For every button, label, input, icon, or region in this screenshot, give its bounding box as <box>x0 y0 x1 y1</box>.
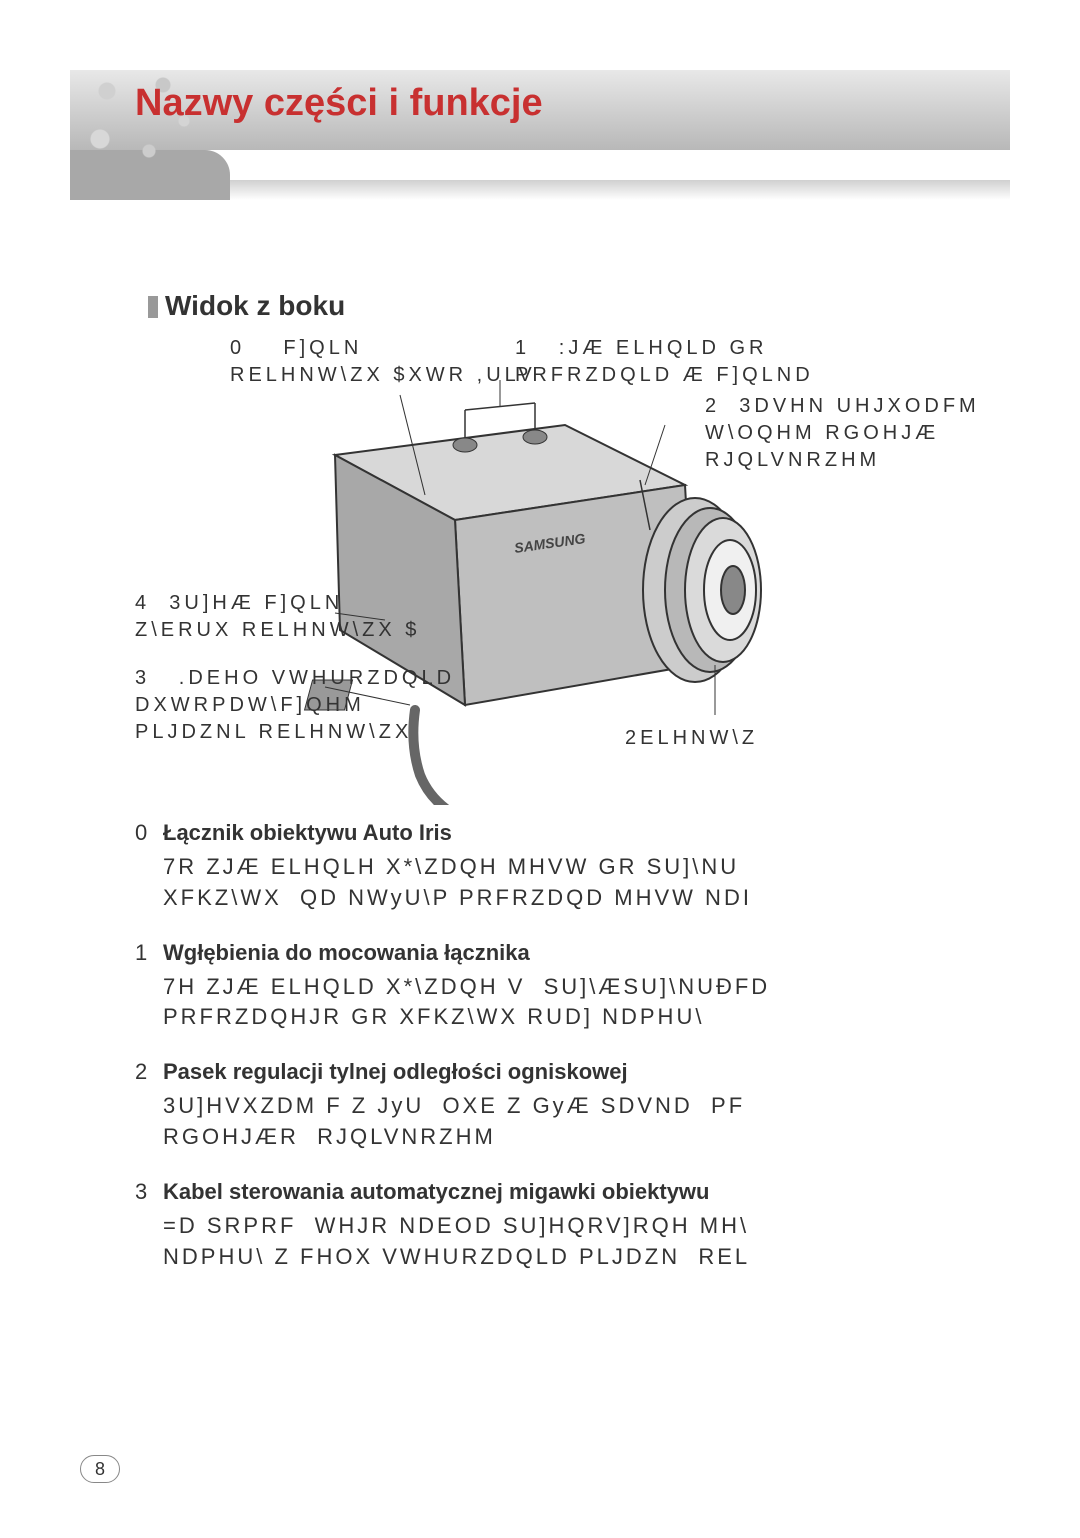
callout-5: 2ELHNW\Z <box>625 725 758 752</box>
section-title: Widok z boku <box>165 290 345 322</box>
item-desc: =D SRPRF WHJR NDEOD SU]HQRV]RQH MH\ NDPH… <box>163 1211 963 1273</box>
callout-text-5: 2ELHNW\Z <box>625 727 758 749</box>
callout-text-1b: PRFRZDQLD Æ F]QLND <box>515 364 814 386</box>
callout-3: 3 .DEHO VWHURZDQLD DXWRPDW\F]QHM PLJDZNL… <box>135 665 455 746</box>
item-desc: 3U]HVXZDM F Z JyU OXE Z GyÆ SDVND PF RGO… <box>163 1091 963 1153</box>
item-title: Łącznik obiektywu Auto Iris <box>163 820 963 846</box>
callout-text-2b: W\OQHM RGOHJÆ <box>705 422 939 444</box>
callout-4: 4 3U]HÆ F]QLN Z\ERUX RELHNW\ZX $ <box>135 590 420 644</box>
callout-2: 2 3DVHN UHJXODFM W\OQHM RGOHJÆ RJQLVNRZH… <box>705 393 980 474</box>
callout-text-4b: Z\ERUX RELHNW\ZX $ <box>135 619 420 641</box>
item-desc: 7R ZJÆ ELHQLH X*\ZDQH MHVW GR SU]\NU XFK… <box>163 852 963 914</box>
tab-rest <box>230 180 1010 200</box>
page-number: 8 <box>80 1455 120 1483</box>
item-number: 0 <box>135 820 163 846</box>
callout-text-4a: 3U]HÆ F]QLN <box>169 592 343 614</box>
list-item: 2 Pasek regulacji tylnej odległości ogni… <box>135 1059 975 1153</box>
callout-num-0: 0 <box>230 337 245 359</box>
callout-text-2c: RJQLVNRZHM <box>705 449 880 471</box>
item-title: Wgłębienia do mocowania łącznika <box>163 940 963 966</box>
list-item: 3 Kabel sterowania automatycznej migawki… <box>135 1179 975 1273</box>
callout-num-2: 2 <box>705 395 720 417</box>
callout-num-4: 4 <box>135 592 150 614</box>
item-number: 3 <box>135 1179 163 1205</box>
item-number: 1 <box>135 940 163 966</box>
item-desc: 7H ZJÆ ELHQLD X*\ZDQH V SU]\ÆSU]\NUÐFD P… <box>163 972 963 1034</box>
callout-0: 0 F]QLN RELHNW\ZX $XWR ,ULV <box>230 335 536 389</box>
callout-text-3c: PLJDZNL RELHNW\ZX <box>135 721 412 743</box>
callout-text-0b: RELHNW\ZX $XWR ,ULV <box>230 364 536 386</box>
callout-text-1a: :JÆ ELHQLD GR <box>559 337 768 359</box>
callout-text-3b: DXWRPDW\F]QHM <box>135 694 365 716</box>
callout-num-3: 3 <box>135 667 150 689</box>
section-bullet <box>148 296 158 318</box>
callout-text-0a: F]QLN <box>283 337 362 359</box>
callout-num-1: 1 <box>515 337 530 359</box>
body-list: 0 Łącznik obiektywu Auto Iris 7R ZJÆ ELH… <box>135 820 975 1298</box>
list-item: 1 Wgłębienia do mocowania łącznika 7H ZJ… <box>135 940 975 1034</box>
tab-strip <box>70 150 1010 200</box>
diagram-area: SAMSUNG 0 F]QLN RELHNW\ZX $XWR ,ULV 1 :J… <box>135 335 975 805</box>
callout-text-2a: 3DVHN UHJXODFM <box>739 395 979 417</box>
callout-text-3a: .DEHO VWHURZDQLD <box>179 667 455 689</box>
list-item: 0 Łącznik obiektywu Auto Iris 7R ZJÆ ELH… <box>135 820 975 914</box>
item-title: Pasek regulacji tylnej odległości ognisk… <box>163 1059 963 1085</box>
page-title: Nazwy części i funkcje <box>135 82 543 125</box>
item-title: Kabel sterowania automatycznej migawki o… <box>163 1179 963 1205</box>
callout-1: 1 :JÆ ELHQLD GR PRFRZDQLD Æ F]QLND <box>515 335 814 389</box>
item-number: 2 <box>135 1059 163 1085</box>
